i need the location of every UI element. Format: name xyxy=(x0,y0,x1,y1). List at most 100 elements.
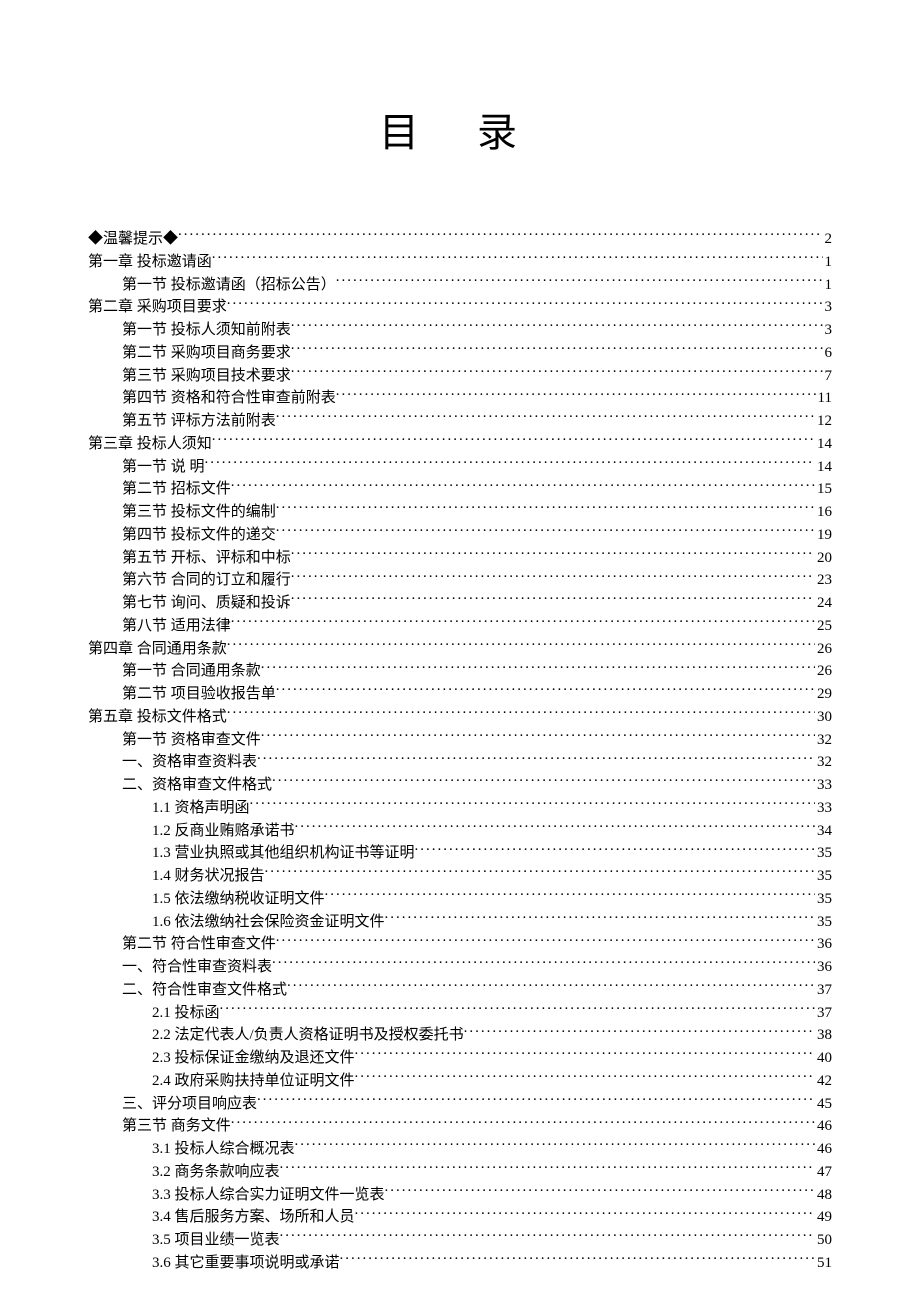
toc-leader-dots xyxy=(276,501,815,516)
toc-entry-page: 45 xyxy=(815,1094,832,1116)
toc-entry-page: 46 xyxy=(815,1139,832,1161)
toc-entry-label: 三、评分项目响应表 xyxy=(122,1094,257,1116)
toc-entry-page: 25 xyxy=(815,616,832,638)
toc-leader-dots xyxy=(261,729,815,744)
toc-entry-page: 33 xyxy=(815,798,832,820)
toc-leader-dots xyxy=(291,569,815,584)
toc-leader-dots xyxy=(178,228,822,243)
toc-leader-dots xyxy=(212,433,815,448)
toc-entry-page: 1 xyxy=(823,275,833,297)
toc-entry: 第七节 询问、质疑和投诉24 xyxy=(88,592,832,615)
toc-entry-page: 37 xyxy=(815,1003,832,1025)
toc-entry: 3.5 项目业绩一览表50 xyxy=(88,1229,832,1252)
toc-entry: 3.3 投标人综合实力证明文件一览表48 xyxy=(88,1184,832,1207)
toc-entry: 第二章 采购项目要求 3 xyxy=(88,296,832,319)
toc-entry-page: 33 xyxy=(815,775,832,797)
toc-leader-dots xyxy=(212,251,823,266)
toc-entry-label: 第二节 采购项目商务要求 xyxy=(122,343,291,365)
toc-leader-dots xyxy=(291,342,823,357)
toc-entry-label: 第三章 投标人须知 xyxy=(88,434,212,456)
toc-entry-label: ◆温馨提示◆ xyxy=(88,229,178,251)
toc-leader-dots xyxy=(261,660,815,675)
toc-entry-page: 26 xyxy=(815,661,832,683)
toc-leader-dots xyxy=(336,387,816,402)
toc-entry: 第一节 资格审查文件32 xyxy=(88,729,832,752)
toc-entry: 1.1 资格声明函 33 xyxy=(88,797,832,820)
toc-entry-label: 第一节 资格审查文件 xyxy=(122,730,261,752)
toc-entry: 一、符合性审查资料表 36 xyxy=(88,956,832,979)
toc-entry: 1.2 反商业贿赂承诺书34 xyxy=(88,820,832,843)
toc-entry-page: 30 xyxy=(815,707,832,729)
toc-entry-page: 48 xyxy=(815,1185,832,1207)
toc-entry-page: 19 xyxy=(815,525,832,547)
toc-entry-label: 第三节 商务文件 xyxy=(122,1116,231,1138)
toc-entry-page: 37 xyxy=(815,980,832,1002)
toc-entry-label: 第二节 招标文件 xyxy=(122,479,231,501)
toc-leader-dots xyxy=(415,842,815,857)
toc-entry-page: 3 xyxy=(823,297,833,319)
toc-leader-dots xyxy=(291,365,823,380)
toc-entry-label: 1.3 营业执照或其他组织机构证书等证明 xyxy=(152,843,415,865)
toc-leader-dots xyxy=(280,1161,815,1176)
toc-entry-label: 第五章 投标文件格式 xyxy=(88,707,227,729)
toc-entry: 1.5 依法缴纳税收证明文件 35 xyxy=(88,888,832,911)
toc-entry: ◆温馨提示◆ 2 xyxy=(88,228,832,251)
toc-entry: 第一节 投标邀请函（招标公告）1 xyxy=(88,274,832,297)
toc-entry: 第二节 符合性审查文件36 xyxy=(88,933,832,956)
toc-entry-label: 第六节 合同的订立和履行 xyxy=(122,570,291,592)
toc-entry-label: 第二章 采购项目要求 xyxy=(88,297,227,319)
toc-entry-page: 36 xyxy=(815,957,832,979)
toc-entry: 第八节 适用法律 25 xyxy=(88,615,832,638)
toc-leader-dots xyxy=(257,1093,815,1108)
toc-entry: 一、资格审查资料表32 xyxy=(88,751,832,774)
toc-entry: 第四节 资格和符合性审查前附表11 xyxy=(88,387,832,410)
toc-leader-dots xyxy=(464,1024,815,1039)
toc-title: 目 录 xyxy=(88,100,832,158)
toc-entry-label: 2.1 投标函 xyxy=(152,1003,220,1025)
toc-leader-dots xyxy=(325,888,815,903)
toc-entry-page: 15 xyxy=(815,479,832,501)
toc-entry-page: 20 xyxy=(815,548,832,570)
toc-entry-page: 6 xyxy=(823,343,833,365)
toc-entry: 3.2 商务条款响应表47 xyxy=(88,1161,832,1184)
toc-entry-page: 2 xyxy=(823,229,833,251)
toc-entry-label: 第二节 符合性审查文件 xyxy=(122,934,276,956)
toc-entry-page: 51 xyxy=(815,1253,832,1275)
toc-entry: 二、符合性审查文件格式37 xyxy=(88,979,832,1002)
toc-entry-page: 35 xyxy=(815,843,832,865)
toc-entry-label: 一、符合性审查资料表 xyxy=(122,957,272,979)
toc-entry: 2.2 法定代表人/负责人资格证明书及授权委托书38 xyxy=(88,1024,832,1047)
toc-leader-dots xyxy=(272,956,815,971)
toc-entry-label: 1.5 依法缴纳税收证明文件 xyxy=(152,889,325,911)
toc-entry: 第五节 开标、评标和中标20 xyxy=(88,547,832,570)
toc-entry-page: 1 xyxy=(823,252,833,274)
toc-entry-page: 12 xyxy=(815,411,832,433)
toc-entry-label: 第四章 合同通用条款 xyxy=(88,639,227,661)
toc-leader-dots xyxy=(295,1138,815,1153)
toc-entry-page: 14 xyxy=(815,457,832,479)
toc-entry: 2.4 政府采购扶持单位证明文件42 xyxy=(88,1070,832,1093)
toc-entry: 第二节 采购项目商务要求 6 xyxy=(88,342,832,365)
toc-entry: 第六节 合同的订立和履行23 xyxy=(88,569,832,592)
toc-entry: 第一章 投标邀请函1 xyxy=(88,251,832,274)
toc-entry: 第三节 商务文件46 xyxy=(88,1115,832,1138)
toc-leader-dots xyxy=(276,933,815,948)
toc-entry-page: 3 xyxy=(823,320,833,342)
toc-entry: 二、资格审查文件格式33 xyxy=(88,774,832,797)
toc-entry: 第五节 评标方法前附表12 xyxy=(88,410,832,433)
toc-entry: 第一节 说 明 14 xyxy=(88,456,832,479)
toc-entry: 3.4 售后服务方案、场所和人员49 xyxy=(88,1206,832,1229)
toc-entry: 第四章 合同通用条款26 xyxy=(88,638,832,661)
toc-entry: 1.4 财务状况报告35 xyxy=(88,865,832,888)
table-of-contents: ◆温馨提示◆ 2第一章 投标邀请函1第一节 投标邀请函（招标公告）1第二章 采购项… xyxy=(88,228,832,1275)
toc-entry-page: 29 xyxy=(815,684,832,706)
toc-entry-label: 一、资格审查资料表 xyxy=(122,752,257,774)
toc-entry-label: 第八节 适用法律 xyxy=(122,616,231,638)
toc-entry-page: 35 xyxy=(815,889,832,911)
toc-entry-page: 40 xyxy=(815,1048,832,1070)
toc-entry-label: 第一节 说 明 xyxy=(122,457,205,479)
toc-leader-dots xyxy=(231,615,815,630)
toc-entry-label: 1.1 资格声明函 xyxy=(152,798,250,820)
toc-leader-dots xyxy=(205,456,815,471)
toc-leader-dots xyxy=(220,1002,815,1017)
